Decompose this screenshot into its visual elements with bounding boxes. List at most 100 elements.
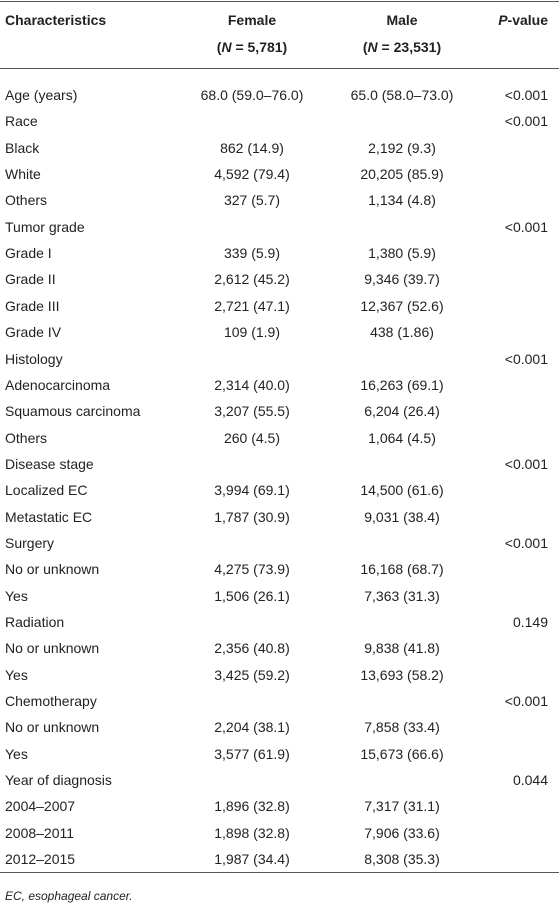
table-cell: White bbox=[5, 166, 41, 183]
table-cell: 6,204 (26.4) bbox=[364, 403, 440, 420]
top-rule bbox=[0, 1, 559, 2]
table-cell: Disease stage bbox=[5, 455, 94, 472]
table-cell: Yes bbox=[5, 745, 28, 762]
table-cell: No or unknown bbox=[5, 561, 100, 578]
table-cell: 9,031 (38.4) bbox=[364, 508, 440, 525]
table-cell: No or unknown bbox=[5, 719, 100, 736]
table-cell: 1,134 (4.8) bbox=[368, 192, 436, 209]
table-cell: Black bbox=[5, 139, 40, 156]
table-cell: 65.0 (58.0–73.0) bbox=[350, 87, 454, 103]
header-title: Female bbox=[227, 12, 277, 28]
table-cell: 862 (14.9) bbox=[220, 139, 284, 156]
table-cell: 260 (4.5) bbox=[223, 429, 281, 446]
table-cell: <0.001 bbox=[504, 350, 548, 367]
table-cell: 2012–2015 bbox=[5, 851, 76, 868]
table-cell: 339 (5.9) bbox=[223, 245, 281, 262]
table-cell: Others bbox=[5, 429, 48, 446]
table-cell: 1,506 (26.1) bbox=[214, 587, 290, 604]
table-cell: Race bbox=[5, 113, 38, 130]
table-cell: <0.001 bbox=[504, 534, 548, 551]
table-cell: 2,204 (38.1) bbox=[214, 719, 290, 736]
table-cell: 0.044 bbox=[512, 772, 548, 789]
table-cell: Grade IV bbox=[5, 324, 62, 341]
table-cell: 2,356 (40.8) bbox=[214, 640, 290, 657]
table-cell: <0.001 bbox=[504, 87, 548, 103]
header-title: Characteristics bbox=[5, 12, 107, 28]
table-cell: 4,275 (73.9) bbox=[214, 561, 290, 578]
table-cell: Surgery bbox=[5, 534, 55, 551]
variable: N bbox=[221, 39, 232, 55]
table-cell: Chemotherapy bbox=[5, 693, 97, 710]
table-cell: 7,906 (33.6) bbox=[364, 824, 440, 841]
table-cell: 327 (5.7) bbox=[223, 192, 281, 209]
table-cell: <0.001 bbox=[504, 693, 548, 710]
table-cell: <0.001 bbox=[504, 455, 548, 472]
table-cell: 2008–2011 bbox=[5, 824, 75, 841]
header-sub: (N = 5,781) bbox=[152, 38, 352, 56]
table-cell: 15,673 (66.6) bbox=[360, 745, 444, 762]
table-cell: 16,263 (69.1) bbox=[360, 376, 444, 393]
header-cell: Female bbox=[152, 11, 352, 29]
table-cell: Yes bbox=[5, 666, 28, 683]
table-cell: 20,205 (85.9) bbox=[360, 166, 444, 183]
table-cell: 1,064 (4.5) bbox=[368, 429, 436, 446]
table-cell: 2004–2007 bbox=[5, 798, 76, 815]
table-cell: Grade III bbox=[5, 297, 60, 314]
header-cell: Characteristics bbox=[5, 11, 106, 29]
table-cell: Squamous carcinoma bbox=[5, 403, 141, 420]
text: = 5,781) bbox=[231, 39, 288, 55]
table-cell: 3,207 (55.5) bbox=[214, 403, 290, 420]
text: ( bbox=[362, 39, 368, 55]
table-cell: Localized EC bbox=[5, 482, 88, 499]
table-cell: Radiation bbox=[5, 614, 65, 630]
table-cell: 3,425 (59.2) bbox=[214, 666, 290, 683]
table-cell: 2,612 (45.2) bbox=[214, 271, 290, 288]
table-cell: Metastatic EC bbox=[5, 508, 93, 525]
table-cell: Histology bbox=[5, 350, 63, 367]
table-cell: 68.0 (59.0–76.0) bbox=[200, 87, 304, 103]
table-cell: Grade II bbox=[5, 271, 56, 288]
text: = 23,531) bbox=[377, 39, 442, 55]
table-cell: Year of diagnosis bbox=[5, 772, 112, 789]
footnote: EC, esophageal cancer. bbox=[5, 889, 133, 903]
table-cell: 9,838 (41.8) bbox=[364, 640, 440, 657]
header-sub: (N = 23,531) bbox=[302, 38, 502, 56]
table-cell: 438 (1.86) bbox=[370, 324, 434, 341]
table-cell: 1,380 (5.9) bbox=[368, 245, 436, 262]
table-cell: 3,577 (61.9) bbox=[214, 745, 290, 762]
bottom-rule bbox=[0, 872, 559, 873]
header-rule bbox=[0, 68, 559, 69]
table-cell: Yes bbox=[5, 587, 28, 604]
table-cell: 9,346 (39.7) bbox=[364, 271, 440, 288]
table-cell: 12,367 (52.6) bbox=[360, 297, 444, 314]
text: -value bbox=[507, 12, 548, 28]
table-cell: Tumor grade bbox=[5, 218, 85, 235]
table-cell: 7,317 (31.1) bbox=[364, 798, 440, 815]
table-cell: 2,721 (47.1) bbox=[214, 297, 290, 314]
table-cell: Adenocarcinoma bbox=[5, 376, 111, 393]
table-cell: 109 (1.9) bbox=[223, 324, 281, 341]
table-cell: <0.001 bbox=[504, 218, 548, 235]
header-cell: Male bbox=[302, 11, 502, 29]
variable: P bbox=[498, 12, 508, 28]
table-cell: Age (years) bbox=[5, 87, 78, 103]
table-cell: 14,500 (61.6) bbox=[360, 482, 444, 499]
table-cell: 1,987 (34.4) bbox=[214, 851, 290, 868]
table-cell: 3,994 (69.1) bbox=[214, 482, 290, 499]
table-cell: 1,896 (32.8) bbox=[214, 798, 290, 815]
table-cell: 7,858 (33.4) bbox=[364, 719, 440, 736]
variable: N bbox=[367, 39, 378, 55]
table-cell: Grade I bbox=[5, 245, 52, 262]
table-cell: 1,787 (30.9) bbox=[214, 508, 290, 525]
table-cell: No or unknown bbox=[5, 640, 100, 657]
table-cell: 8,308 (35.3) bbox=[364, 851, 440, 868]
table-cell: 0.149 bbox=[512, 614, 548, 630]
header-cell: P-value bbox=[498, 11, 548, 29]
table-cell: 1,898 (32.8) bbox=[214, 824, 290, 841]
table-cell: <0.001 bbox=[504, 113, 548, 130]
table-cell: 13,693 (58.2) bbox=[360, 666, 444, 683]
table-cell: Others bbox=[5, 192, 48, 209]
table-cell: 16,168 (68.7) bbox=[360, 561, 444, 578]
table-cell: 2,192 (9.3) bbox=[368, 139, 436, 156]
